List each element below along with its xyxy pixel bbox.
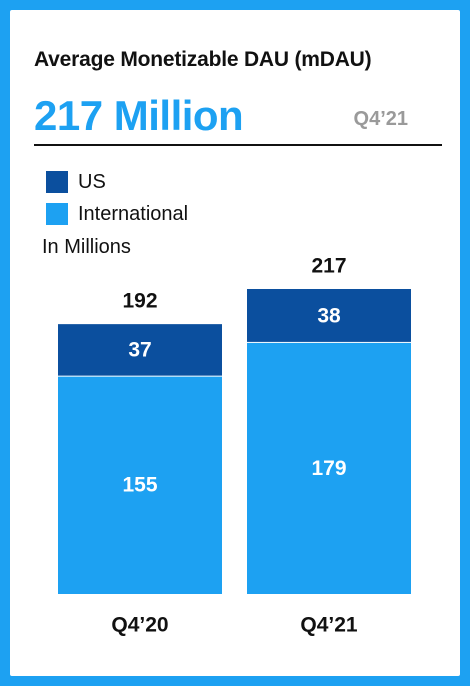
legend-item-us: US xyxy=(46,166,188,198)
chart-legend: US International xyxy=(46,166,188,230)
chart-title: Average Monetizable DAU (mDAU) xyxy=(34,48,372,71)
bar-us-q4-21 xyxy=(247,289,411,343)
segment-divider-q4-20 xyxy=(58,375,222,377)
data-label-us-q4-21: 38 xyxy=(317,304,341,327)
divider xyxy=(34,144,442,146)
data-label-international-q4-20: 155 xyxy=(122,474,157,497)
legend-label-us: US xyxy=(78,170,106,193)
data-label-international-q4-21: 179 xyxy=(311,457,346,480)
total-label-q4-21: 217 xyxy=(311,255,346,278)
legend-label-international: International xyxy=(78,202,189,225)
data-label-us-q4-20: 37 xyxy=(128,339,151,362)
segment-divider-q4-21 xyxy=(247,341,411,343)
bar-us-q4-20 xyxy=(58,324,222,377)
x-tick-label-q4-20: Q4’20 xyxy=(111,614,168,637)
chart-card: Average Monetizable DAU (mDAU) 217 Milli… xyxy=(10,10,460,676)
legend-swatch-us xyxy=(46,171,68,193)
x-tick-label-q4-21: Q4’21 xyxy=(300,614,358,637)
total-label-q4-20: 192 xyxy=(122,290,157,313)
legend-item-international: International xyxy=(46,198,188,230)
bar-international-q4-20 xyxy=(58,376,222,594)
bar-international-q4-21 xyxy=(247,342,411,594)
stacked-bar-chart: 155 37 192 Q4’20 179 38 217 Q4’21 xyxy=(58,255,411,637)
period-label: Q4’21 xyxy=(353,108,408,130)
legend-swatch-international xyxy=(46,203,68,225)
headline-value: 217 Million xyxy=(34,92,244,139)
unit-label: In Millions xyxy=(42,236,131,258)
